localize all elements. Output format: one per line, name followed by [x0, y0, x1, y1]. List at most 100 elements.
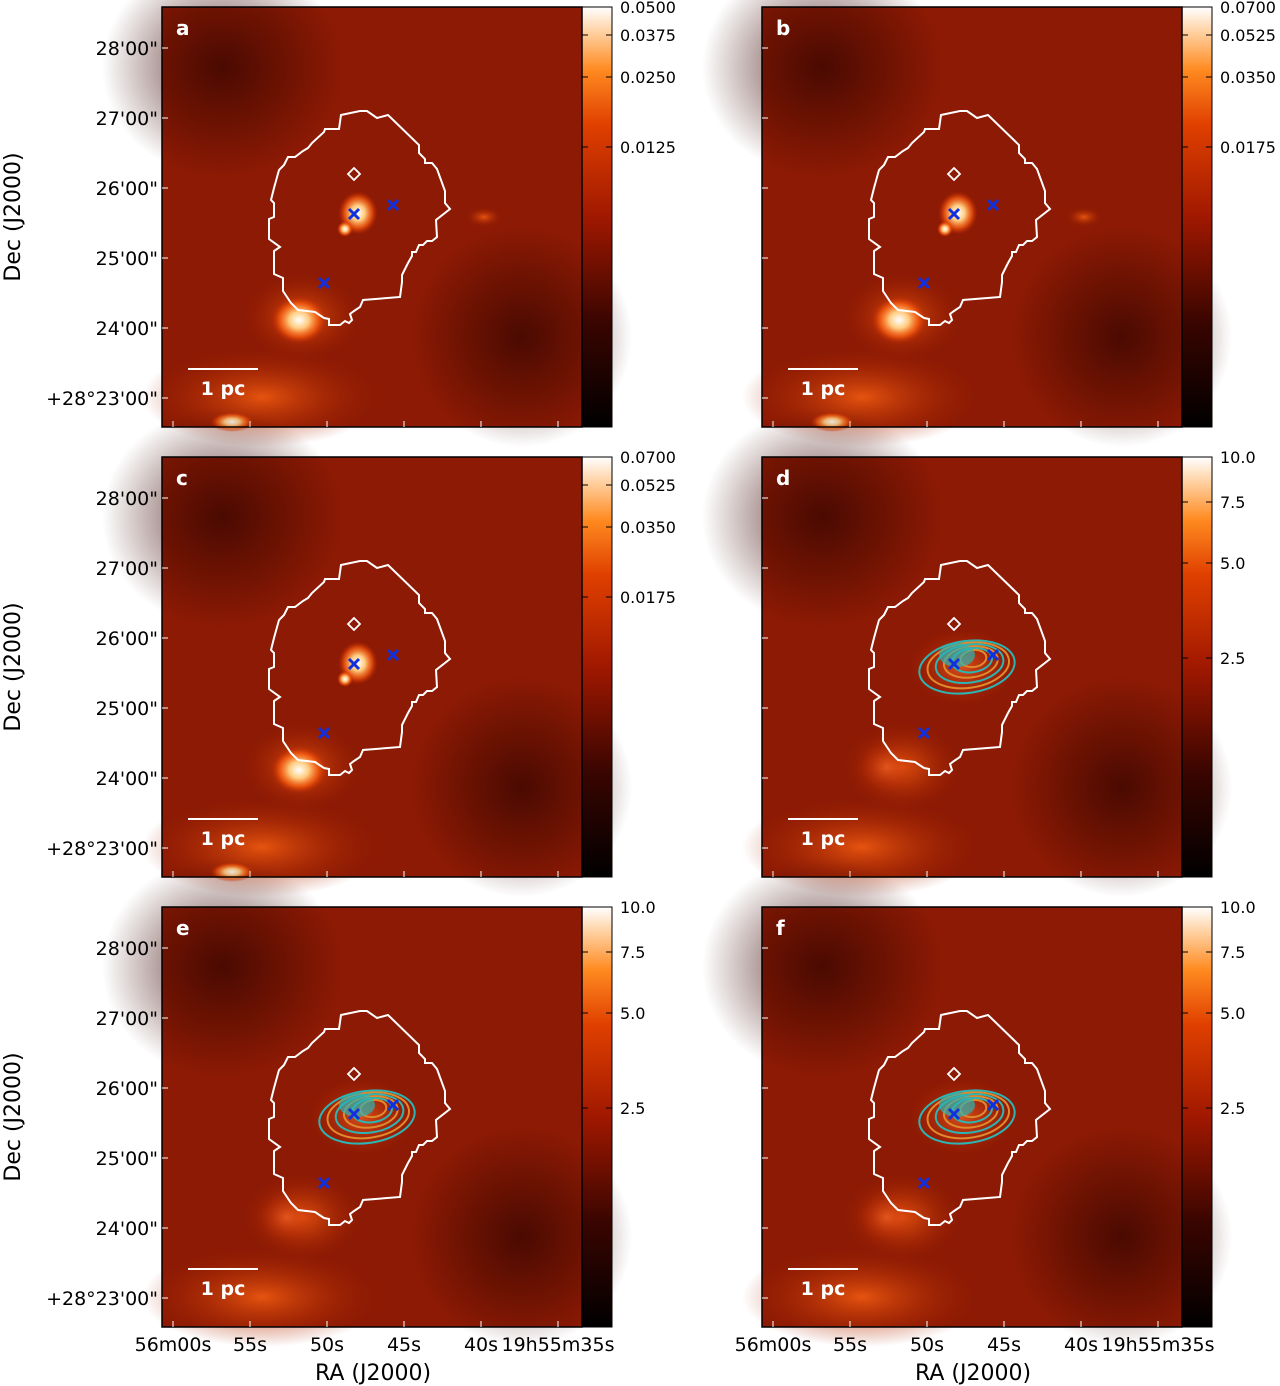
- colorbar-tick-label: 0.0700: [1220, 0, 1276, 17]
- panel-e: 1 pc e 10.0 7.5 5.0 2.5 28'00" 27'00" 26'00" 25'0…: [46, 857, 656, 1356]
- colorbar-tick-label: 0.0700: [620, 448, 676, 467]
- aperture-outline: [268, 1010, 452, 1226]
- colorbar-tick-label: 0.0175: [1220, 138, 1276, 157]
- colorbar-tick-label: 2.5: [620, 1099, 645, 1118]
- ra-tick-label: 55s: [233, 1334, 267, 1356]
- contour-line: [918, 1089, 1016, 1145]
- ra-tick-label: 50s: [310, 1334, 344, 1356]
- diamond-marker: [346, 1066, 362, 1082]
- dark-region: [1012, 677, 1232, 897]
- colorbar-tick-label: 5.0: [1220, 1004, 1245, 1023]
- warm-filament: [142, 1247, 382, 1347]
- y-axis-label: Dec (J2000): [1, 1052, 26, 1181]
- x-marker: [986, 198, 1000, 212]
- colorbar-tick-label: 0.0350: [620, 518, 676, 537]
- warm-knot: [857, 1192, 917, 1242]
- scale-bar-label: 1 pc: [801, 828, 846, 850]
- panel-grid: 1 pc a 0.0500 0.0375 0.0250 0.0125 28'00" 27'00…: [46, 0, 1276, 1356]
- bright-source: [937, 221, 953, 237]
- warm-knot: [1066, 207, 1102, 227]
- scale-bar-label: 1 pc: [801, 1278, 846, 1300]
- colorbar: [1182, 7, 1212, 427]
- x-marker: [347, 1107, 361, 1121]
- x-marker: [317, 1176, 331, 1190]
- panel-f: 1 pc f 10.0 7.5 5.0 2.5 56m00s 55s 50s 45s 40s 19h5…: [702, 857, 1256, 1356]
- dec-tick-label: 25'00": [96, 698, 158, 720]
- image-frame: [161, 906, 583, 1328]
- colorbar: [1182, 907, 1212, 1327]
- colorbar-tick-label: 0.0175: [620, 588, 676, 607]
- x-marker: [917, 276, 931, 290]
- diamond-marker: [946, 166, 962, 182]
- contour-line: [934, 643, 1005, 685]
- x-marker: [386, 1098, 400, 1112]
- aperture-outline: [268, 560, 452, 776]
- dark-region: [412, 1127, 632, 1347]
- x-marker: [947, 657, 961, 671]
- axis-labels: Dec (J2000) Dec (J2000) Dec (J2000) RA (…: [1, 152, 1031, 1386]
- contour-line: [926, 1091, 1010, 1140]
- colorbar-tick-label: 10.0: [1220, 448, 1256, 467]
- y-axis-label: Dec (J2000): [1, 602, 26, 731]
- dec-tick-label: 24'00": [96, 768, 158, 790]
- dec-tick-label: +28°23'00": [46, 838, 158, 860]
- contour-group: [918, 1089, 1016, 1145]
- scale-bar-label: 1 pc: [201, 378, 246, 400]
- ra-tick-label: 56m00s: [135, 1334, 212, 1356]
- ra-tick-label: 40s: [1064, 1334, 1098, 1356]
- aperture-outline: [868, 560, 1052, 776]
- scale-bar-label: 1 pc: [801, 378, 846, 400]
- colorbar: [582, 907, 612, 1327]
- colorbar-tick-label: 10.0: [1220, 898, 1256, 917]
- diamond-marker: [346, 616, 362, 632]
- aperture-outline: [268, 110, 452, 326]
- dec-tick-label: 27'00": [96, 1008, 158, 1030]
- colorbar: [1182, 457, 1212, 877]
- ra-tick-label: 45s: [387, 1334, 421, 1356]
- bright-source: [271, 296, 327, 344]
- x-marker: [317, 276, 331, 290]
- colorbar-tick-label: 0.0350: [1220, 68, 1276, 87]
- diamond-marker: [946, 616, 962, 632]
- panel-d: 1 pc d 10.0 7.5 5.0 2.5: [702, 407, 1256, 897]
- image-frame: [161, 456, 583, 878]
- dec-tick-label: 28'00": [96, 938, 158, 960]
- dec-tick-label: 24'00": [96, 1218, 158, 1240]
- dec-tick-label: 25'00": [96, 1148, 158, 1170]
- x-marker: [917, 1176, 931, 1190]
- warm-knot: [257, 1192, 317, 1242]
- dark-region: [1012, 1127, 1232, 1347]
- colorbar-tick-label: 0.0525: [1220, 26, 1276, 45]
- panel-label: c: [176, 466, 188, 490]
- ra-tick-label: 56m00s: [735, 1334, 812, 1356]
- panel-label: e: [176, 916, 190, 940]
- x-marker: [986, 648, 1000, 662]
- panel-c: 1 pc c 0.0700 0.0525 0.0350 0.0175 28'00" 27'00…: [46, 407, 676, 897]
- colorbar-tick-label: 0.0500: [620, 0, 676, 17]
- dark-region: [702, 407, 942, 627]
- x-marker: [347, 657, 361, 671]
- panel-label: b: [776, 16, 790, 40]
- diamond-marker: [946, 1066, 962, 1082]
- ra-tick-label: 40s: [464, 1334, 498, 1356]
- dec-tick-label: 28'00": [96, 38, 158, 60]
- colorbar-tick-label: 7.5: [1220, 493, 1245, 512]
- colorbar-tick-label: 5.0: [620, 1004, 645, 1023]
- panel-label: a: [176, 16, 190, 40]
- dec-tick-label: +28°23'00": [46, 1288, 158, 1310]
- dark-region: [1012, 227, 1232, 447]
- diamond-marker: [346, 166, 362, 182]
- dec-tick-label: 26'00": [96, 628, 158, 650]
- x-marker: [917, 726, 931, 740]
- bright-source: [271, 746, 327, 794]
- contour-line: [326, 1091, 410, 1140]
- dec-tick-label: 27'00": [96, 108, 158, 130]
- dec-tick-label: 25'00": [96, 248, 158, 270]
- x-marker: [347, 207, 361, 221]
- contour-core: [339, 1093, 375, 1117]
- x-axis-label: RA (J2000): [315, 1361, 431, 1386]
- panel-label: d: [776, 466, 790, 490]
- ra-tick-label: 19h55m35s: [1102, 1334, 1215, 1356]
- x-marker: [947, 207, 961, 221]
